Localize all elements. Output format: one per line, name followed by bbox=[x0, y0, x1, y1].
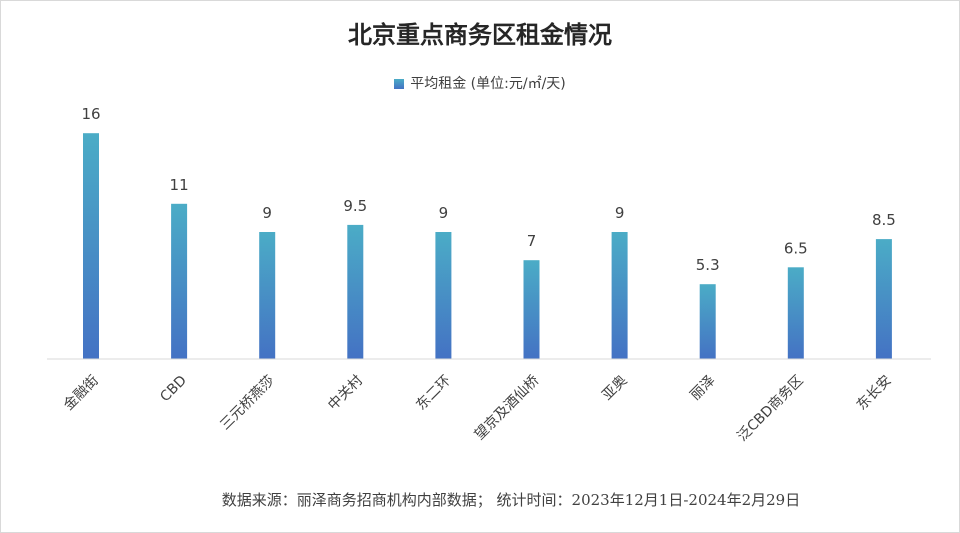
bar-1 bbox=[171, 203, 188, 359]
data-label-4: 9 bbox=[439, 204, 449, 222]
data-label-0: 16 bbox=[81, 105, 100, 123]
legend: 平均租金 (单位:元/㎡/天) bbox=[1, 73, 959, 93]
bars-group bbox=[83, 133, 892, 359]
category-label-1: CBD bbox=[157, 373, 190, 406]
value-labels-group: 16 11 9 9.5 9 7 9 5.3 6.5 8.5 bbox=[81, 105, 895, 274]
data-label-7: 5.3 bbox=[696, 256, 720, 274]
legend-label: 平均租金 (单位:元/㎡/天) bbox=[410, 76, 566, 92]
bar-9 bbox=[875, 239, 892, 359]
bar-7 bbox=[699, 284, 716, 359]
category-label-2: 三元桥燕莎 bbox=[217, 373, 278, 434]
category-label-4: 东二环 bbox=[413, 373, 454, 414]
category-label-5: 望京及酒仙桥 bbox=[472, 373, 543, 444]
bar-4 bbox=[435, 232, 452, 359]
bar-5 bbox=[523, 260, 540, 359]
data-label-2: 9 bbox=[262, 204, 272, 222]
category-label-8: 泛CBD商务区 bbox=[734, 373, 806, 445]
category-label-9: 东长安 bbox=[854, 373, 895, 414]
source-note: 数据来源：丽泽商务招商机构内部数据； 统计时间：2023年12月1日-2024年… bbox=[221, 491, 801, 509]
legend-swatch bbox=[394, 79, 405, 89]
data-label-8: 6.5 bbox=[784, 239, 808, 257]
data-label-9: 8.5 bbox=[872, 211, 896, 229]
bar-6 bbox=[611, 232, 628, 359]
data-label-1: 11 bbox=[170, 176, 189, 194]
bar-2 bbox=[259, 232, 276, 359]
data-label-5: 7 bbox=[527, 232, 537, 250]
chart-title: 北京重点商务区租金情况 bbox=[348, 20, 612, 49]
category-label-0: 金融街 bbox=[61, 373, 102, 414]
bar-8 bbox=[787, 267, 804, 359]
category-label-6: 亚奥 bbox=[599, 372, 631, 404]
data-label-3: 9.5 bbox=[343, 197, 367, 215]
category-label-7: 丽泽 bbox=[687, 373, 718, 404]
data-label-6: 9 bbox=[615, 204, 625, 222]
bar-0 bbox=[83, 133, 99, 359]
category-labels-group: 金融街 CBD 三元桥燕莎 中关村 东二环 望京及酒仙桥 亚奥 丽泽 泛CBD商务区 东长安 bbox=[61, 372, 895, 445]
bar-3 bbox=[347, 224, 364, 359]
category-label-3: 中关村 bbox=[325, 373, 366, 414]
